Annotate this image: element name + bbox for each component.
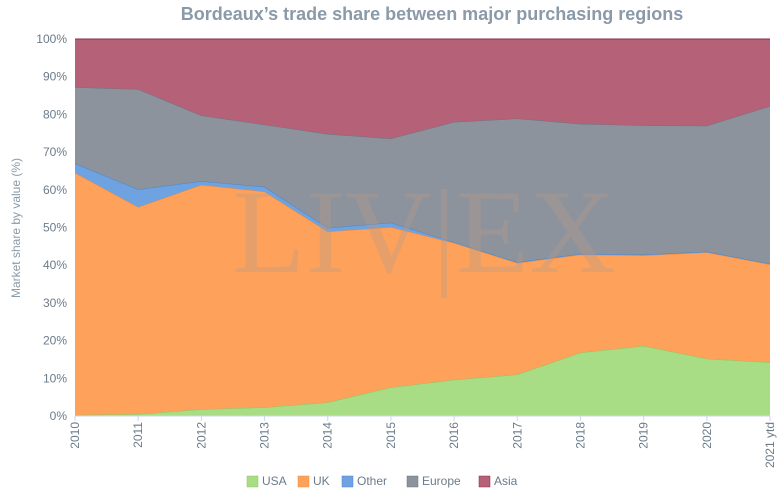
x-tick-label: 2019 [637,422,651,449]
x-tick-label: 2010 [68,422,82,449]
area-asia [75,39,770,139]
area-usa [75,345,770,416]
legend-item-usa[interactable]: USA [246,474,287,488]
legend-item-other[interactable]: Other [341,474,387,488]
legend-swatch [341,475,354,488]
area-series [74,38,771,416]
y-tick-label: 70% [43,145,67,159]
legend: USA UK Other Europe Asia [246,474,518,488]
x-tick-label: 2011 [131,422,145,448]
y-tick-label: 10% [43,371,67,385]
y-tick-label: 90% [43,70,67,84]
y-tick-label: 60% [43,183,67,197]
x-tick-label: 2016 [447,422,461,449]
x-tick-label: 2015 [384,422,398,449]
y-tick-label: 20% [43,334,67,348]
legend-label: UK [313,474,330,488]
y-axis: 0% 10% 20% 30% 40% 50% 60% 70% 80% 90% 100% [36,32,67,423]
x-tick-label: 2012 [194,422,208,449]
legend-label: Other [357,474,387,488]
y-axis-label: Market share by value (%) [9,158,23,298]
legend-swatch [478,475,491,488]
x-tick-label: 2017 [510,422,524,449]
legend-label: Europe [422,474,461,488]
y-tick-label: 50% [43,221,67,235]
legend-item-asia[interactable]: Asia [478,474,518,488]
x-tick-label: 2021 ytd [763,422,777,468]
y-tick-label: 40% [43,258,67,272]
y-tick-label: 80% [43,107,67,121]
y-tick-label: 100% [36,32,67,46]
area-uk [75,172,770,415]
x-axis: 2010 2011 2012 2013 2014 2015 2016 2017 2018 2019… [68,415,777,468]
watermark-logo: LIV|EX [232,165,616,298]
legend-label: USA [262,474,287,488]
area-europe [75,87,770,264]
y-tick-label: 0% [50,409,68,423]
legend-swatch [297,475,310,488]
area-other [75,163,770,265]
legend-item-uk[interactable]: UK [297,474,330,488]
legend-label: Asia [494,474,518,488]
x-tick-label: 2018 [573,422,587,449]
x-tick-label: 2014 [321,422,335,449]
legend-item-europe[interactable]: Europe [406,474,461,488]
legend-swatch [406,475,419,488]
y-tick-label: 30% [43,296,67,310]
chart-title: Bordeaux’s trade share between major pur… [181,4,683,24]
legend-swatch [246,475,259,488]
x-tick-label: 2020 [700,422,714,449]
x-tick-label: 2013 [258,422,272,449]
